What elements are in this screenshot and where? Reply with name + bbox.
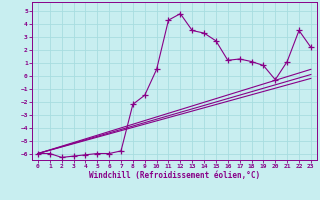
X-axis label: Windchill (Refroidissement éolien,°C): Windchill (Refroidissement éolien,°C) — [89, 171, 260, 180]
